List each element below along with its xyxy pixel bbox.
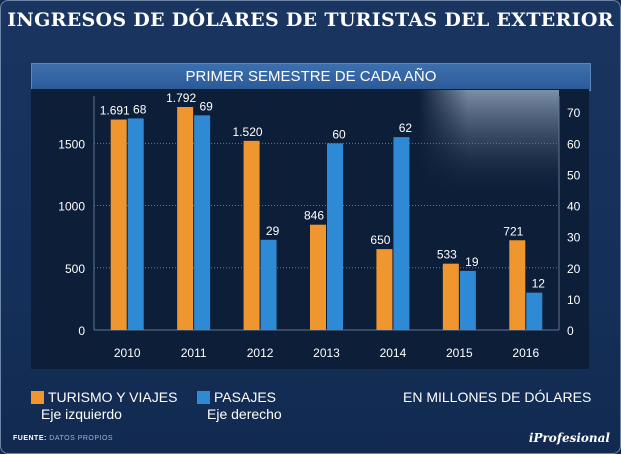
x-tick-label: 2016 [512, 346, 539, 360]
units-note: EN MILLONES DE DÓLARES [403, 389, 592, 405]
y-left-tick-label: 1500 [58, 137, 85, 151]
y-left-tick-label: 1000 [58, 200, 85, 214]
y-right-tick-label: 40 [567, 200, 581, 214]
data-label-turismo: 1.792 [166, 91, 196, 105]
axes: 0 500 1000 1500 0 10 20 30 40 50 60 70 2010 2011 2012 2… [58, 96, 581, 360]
y-right-tick-label: 60 [567, 137, 581, 151]
y-right-tick-label: 70 [567, 106, 581, 120]
bars [110, 106, 543, 331]
data-label-turismo: 1.691 [100, 104, 130, 118]
source-value: DATOS PROPIOS [49, 435, 114, 442]
bar-turismo-2014 [376, 249, 393, 330]
data-label-pasajes: 29 [266, 224, 280, 238]
bar-pasajes-2014 [393, 137, 410, 330]
legend-axis-note: Eje derecho [207, 406, 282, 422]
data-label-pasajes: 60 [332, 127, 346, 141]
bar-turismo-2010 [110, 119, 127, 330]
data-label-pasajes: 19 [465, 255, 479, 269]
bar-pasajes-2010 [127, 118, 144, 330]
legend-label: TURISMO Y VIAJES [48, 389, 178, 405]
y-right-tick-label: 20 [567, 262, 581, 276]
source-label: FUENTE: [13, 435, 47, 442]
bar-turismo-2013 [310, 224, 326, 330]
x-tick-label: 2010 [114, 346, 141, 360]
bar-pasajes-2016 [526, 292, 543, 330]
y-right-tick-label: 0 [567, 324, 574, 338]
x-tick-label: 2011 [181, 346, 207, 360]
bar-turismo-2015 [442, 263, 459, 330]
data-label-turismo: 1.520 [233, 125, 263, 139]
bar-pasajes-2012 [260, 239, 277, 330]
background-photo [419, 90, 559, 200]
y-right-tick-label: 10 [567, 293, 581, 307]
y-right-tick-label: 50 [567, 168, 581, 182]
data-label-pasajes: 62 [399, 121, 413, 135]
data-label-turismo: 721 [503, 224, 523, 238]
bar-pasajes-2013 [327, 143, 343, 330]
legend-swatch-orange [31, 391, 44, 404]
bar-turismo-2011 [177, 106, 194, 331]
gridlines [94, 142, 559, 331]
data-label-turismo: 533 [437, 248, 457, 262]
legend-axis-note: Eje izquierdo [41, 406, 122, 422]
chart-subtitle: PRIMER SEMESTRE DE CADA AÑO [185, 68, 437, 85]
data-label-pasajes: 12 [532, 277, 546, 291]
bar-turismo-2016 [509, 240, 526, 330]
y-left-tick-label: 0 [78, 324, 85, 338]
data-label-turismo: 650 [370, 233, 390, 247]
data-label-turismo: 846 [304, 209, 324, 223]
x-tick-label: 2014 [380, 346, 407, 360]
x-tick-label: 2012 [247, 346, 274, 360]
bar-turismo-2012 [243, 140, 260, 330]
x-tick-label: 2013 [313, 346, 340, 360]
source-note: FUENTE: DATOS PROPIOS [13, 435, 113, 442]
legend-label: PASAJES [214, 389, 276, 405]
data-label-pasajes: 68 [133, 102, 147, 116]
y-right-tick-label: 30 [567, 231, 581, 245]
bar-pasajes-2015 [459, 270, 476, 330]
data-label-pasajes: 69 [199, 99, 213, 113]
y-left-tick-label: 500 [65, 262, 85, 276]
chart-title: INGRESOS DE DÓLARES DE TURISTAS DEL EXTE… [7, 9, 614, 31]
bar-pasajes-2011 [194, 115, 211, 330]
brand-logo: iProfesional [528, 431, 610, 445]
x-tick-label: 2015 [446, 346, 473, 360]
legend-swatch-blue [197, 391, 210, 404]
